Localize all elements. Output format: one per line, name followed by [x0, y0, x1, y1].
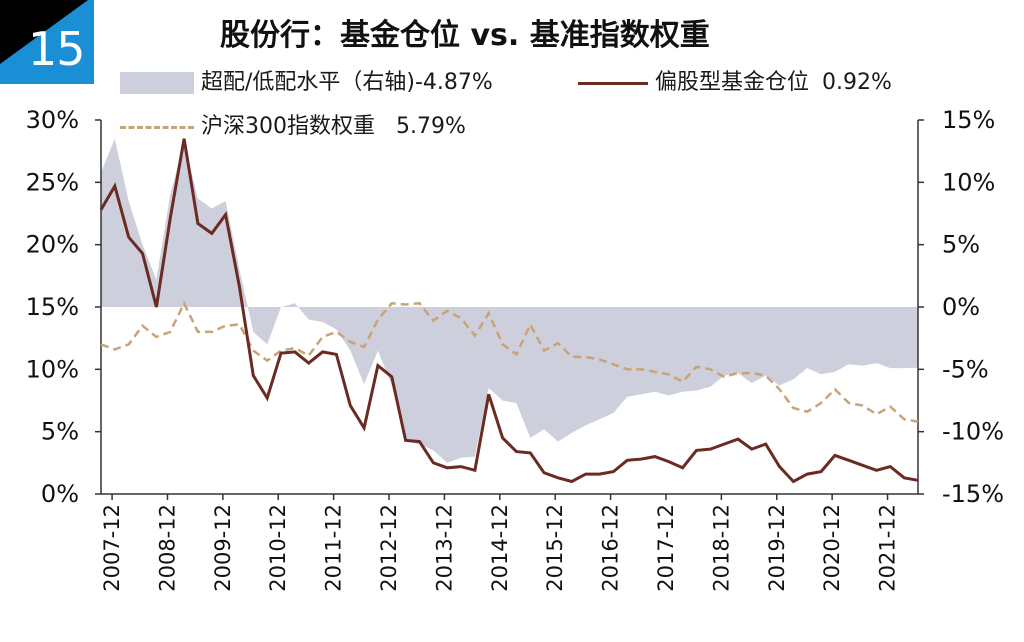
- x-tick-label: 2017-12: [654, 504, 678, 592]
- x-tick-label: 2010-12: [266, 504, 290, 592]
- right-tick-label: 0%: [942, 293, 980, 321]
- chart-title: 股份行：基金仓位 vs. 基准指数权重: [220, 18, 710, 53]
- legend-item-overweight: 超配/低配水平（右轴)-4.87%: [120, 64, 493, 96]
- legend-label-index-weight: 沪深300指数权重: [201, 114, 375, 139]
- legend-item-fund-position: 偏股型基金仓位 0.92%: [578, 64, 892, 96]
- x-tick-label: 2012-12: [377, 504, 401, 592]
- x-tick-label: 2011-12: [322, 504, 346, 592]
- x-tick-label: 2020-12: [820, 504, 844, 592]
- legend-value-fund-position: 0.92%: [822, 70, 892, 95]
- left-tick-label: 20%: [26, 231, 79, 259]
- left-tick-label: 0%: [41, 480, 79, 508]
- left-tick-label: 30%: [26, 106, 79, 134]
- index-weight-line: [100, 300, 919, 423]
- legend-label-overweight: 超配/低配水平（右轴)-4.87%: [201, 70, 493, 95]
- right-tick-label: -10%: [942, 418, 1004, 446]
- overweight-area: [101, 138, 918, 463]
- x-tick-label: 2008-12: [155, 504, 179, 592]
- x-tick-label: 2013-12: [432, 504, 456, 592]
- right-tick-label: -5%: [942, 355, 989, 383]
- right-tick-label: 5%: [942, 231, 980, 259]
- legend-item-index-weight: 沪深300指数权重 5.79%: [120, 108, 466, 140]
- left-tick-label: 10%: [26, 355, 79, 383]
- badge-corner: [0, 0, 88, 64]
- legend-line-swatch: [578, 81, 648, 85]
- x-tick-label: 2009-12: [211, 504, 235, 592]
- x-tick-label: 2019-12: [765, 504, 789, 592]
- right-tick-label: -15%: [942, 480, 1004, 508]
- right-tick-label: 10%: [942, 168, 995, 196]
- legend-area-swatch: [120, 72, 194, 94]
- x-tick-label: 2018-12: [709, 504, 733, 592]
- legend-label-fund-position: 偏股型基金仓位: [655, 70, 810, 95]
- left-tick-label: 25%: [26, 168, 79, 196]
- x-tick-label: 2015-12: [543, 504, 567, 592]
- legend-dashed-swatch: [120, 125, 194, 129]
- badge-number: 15: [28, 22, 86, 76]
- chart-number-badge: [0, 0, 94, 84]
- fund-position-line: [99, 138, 919, 484]
- x-tick-label: 2014-12: [488, 504, 512, 592]
- legend-value-index-weight: 5.79%: [396, 114, 466, 139]
- left-tick-label: 5%: [41, 418, 79, 446]
- right-tick-label: 15%: [942, 106, 995, 134]
- left-tick-label: 15%: [26, 293, 79, 321]
- x-tick-label: 2021-12: [876, 504, 900, 592]
- x-tick-label: 2007-12: [100, 504, 124, 592]
- x-tick-label: 2016-12: [599, 504, 623, 592]
